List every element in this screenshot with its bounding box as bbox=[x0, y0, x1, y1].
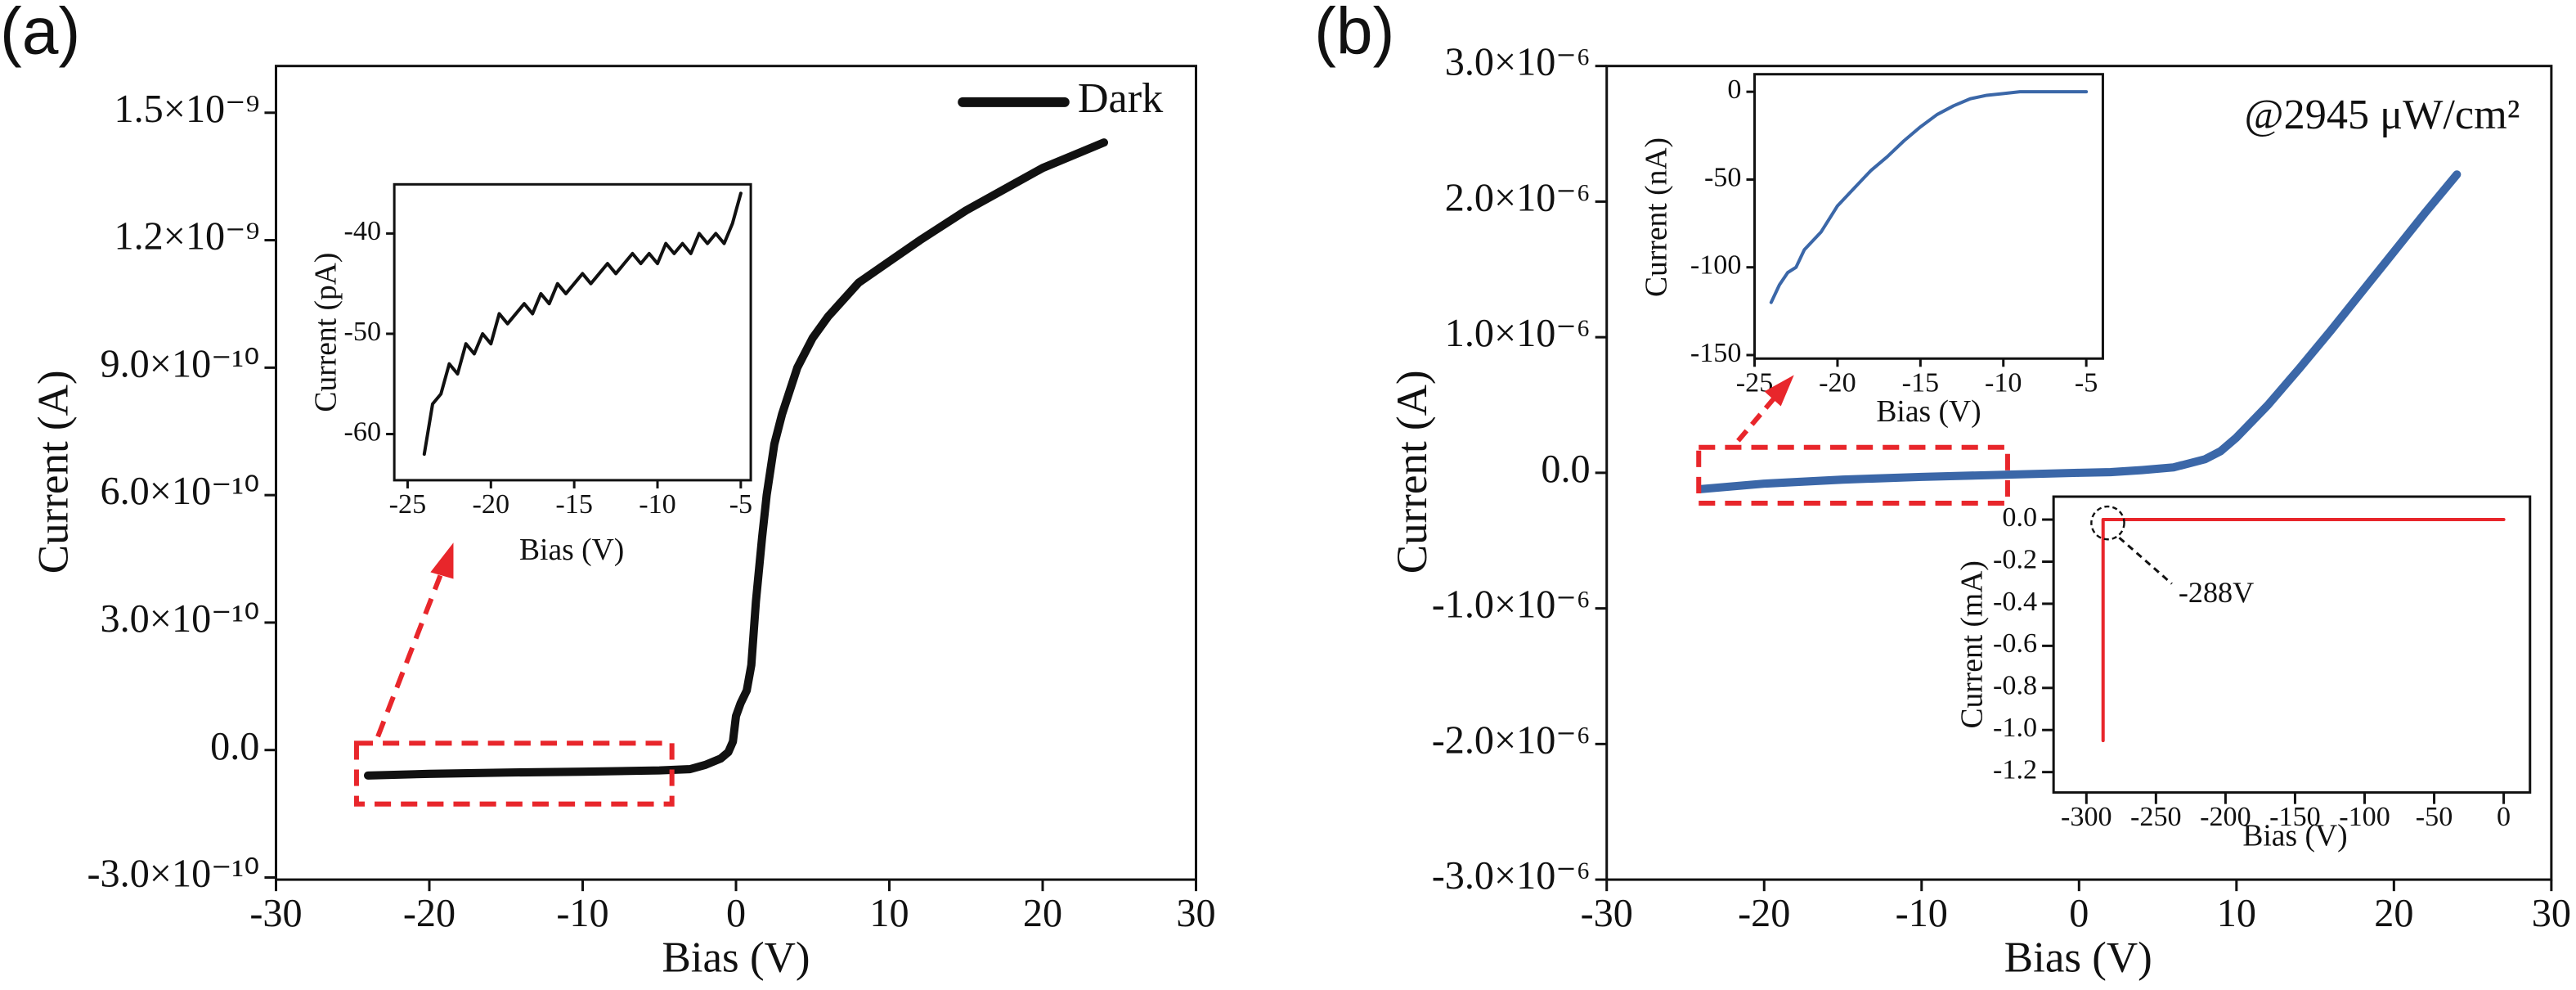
y-tick-label: 6.0×10⁻¹⁰ bbox=[101, 470, 260, 513]
y-tick-label: -60 bbox=[344, 416, 382, 447]
x-tick-label: -15 bbox=[1902, 368, 1940, 398]
x-tick-label: -50 bbox=[2416, 802, 2453, 832]
y-tick-label: -150 bbox=[1690, 338, 1742, 368]
x-tick-label: -20 bbox=[473, 489, 510, 520]
x-tick-label: -20 bbox=[403, 892, 456, 935]
y-tick-label: -1.0 bbox=[1993, 713, 2037, 743]
x-tick-label: -20 bbox=[1738, 892, 1790, 935]
y-axis-label: Current (A) bbox=[29, 370, 77, 574]
x-tick-label: 20 bbox=[1023, 892, 1062, 935]
x-tick-label: 30 bbox=[1176, 892, 1215, 935]
data-line bbox=[2101, 518, 2506, 743]
x-tick-label: 30 bbox=[2532, 892, 2571, 935]
callout-circle bbox=[2090, 505, 2125, 541]
y-axis-label: Current (A) bbox=[1389, 370, 1436, 574]
y-tick-label: -0.4 bbox=[1993, 587, 2037, 617]
y-tick-label: 1.2×10⁻⁹ bbox=[114, 215, 260, 259]
y-tick-label: -1.2 bbox=[1993, 755, 2037, 785]
y-tick-label: 2.0×10⁻⁶ bbox=[1445, 176, 1591, 219]
plot-area bbox=[2052, 495, 2532, 794]
plot-area bbox=[1753, 73, 2104, 360]
x-tick-label: 0 bbox=[726, 892, 746, 935]
y-axis-label: Current (nA) bbox=[1640, 137, 1674, 297]
arrow-head bbox=[430, 542, 454, 579]
x-tick-label: -10 bbox=[1896, 892, 1948, 935]
arrow-head bbox=[1764, 375, 1794, 407]
x-axis-label: Bias (V) bbox=[662, 934, 810, 982]
y-tick-label: 0.0 bbox=[1541, 448, 1590, 491]
x-tick-label: -10 bbox=[639, 489, 676, 520]
x-tick-label: -100 bbox=[2339, 802, 2390, 832]
y-tick-label: -0.2 bbox=[1993, 544, 2037, 574]
plot-area bbox=[393, 182, 752, 482]
x-tick-label: -30 bbox=[249, 892, 302, 935]
x-axis-label: Bias (V) bbox=[2004, 934, 2152, 982]
y-tick-label: -2.0×10⁻⁶ bbox=[1432, 718, 1591, 762]
y-tick-label: 3.0×10⁻¹⁰ bbox=[101, 597, 260, 641]
x-tick-label: -10 bbox=[556, 892, 608, 935]
legend-label: Dark bbox=[1078, 74, 1164, 122]
x-tick-label: -5 bbox=[729, 489, 752, 520]
y-axis-label: Current (mA) bbox=[1955, 560, 1989, 728]
y-tick-label: 0 bbox=[1727, 74, 1741, 105]
y-tick-label: 1.0×10⁻⁶ bbox=[1445, 312, 1591, 355]
y-tick-label: 0.0 bbox=[2002, 502, 2037, 533]
annotation: @2945 μW/cm² bbox=[2245, 91, 2520, 138]
y-tick-label: -50 bbox=[1704, 162, 1742, 192]
callout-arrow bbox=[2118, 537, 2173, 585]
x-tick-label: 0 bbox=[2497, 802, 2511, 832]
x-tick-label: 0 bbox=[2069, 892, 2089, 935]
x-tick-label: -10 bbox=[1985, 368, 2022, 398]
panel-label: (b) bbox=[1314, 0, 1394, 69]
y-axis-label: Current (pA) bbox=[309, 253, 343, 412]
y-tick-label: 1.5×10⁻⁹ bbox=[114, 88, 260, 131]
y-tick-label: -0.6 bbox=[1993, 628, 2037, 659]
data-line bbox=[1769, 90, 2089, 304]
x-tick-label: 10 bbox=[2217, 892, 2256, 935]
y-tick-label: 3.0×10⁻⁶ bbox=[1445, 41, 1591, 84]
data-line bbox=[363, 138, 1109, 780]
y-tick-label: -0.8 bbox=[1993, 671, 2037, 701]
x-tick-label: -150 bbox=[2269, 802, 2321, 832]
x-tick-label: 10 bbox=[869, 892, 909, 935]
x-tick-label: -250 bbox=[2130, 802, 2182, 832]
x-tick-label: -300 bbox=[2061, 802, 2112, 832]
x-tick-label: -5 bbox=[2075, 368, 2098, 398]
zoom-box bbox=[353, 740, 675, 807]
annotation: -288V bbox=[2179, 576, 2254, 609]
y-tick-label: 0.0 bbox=[210, 725, 259, 768]
x-tick-label: -25 bbox=[389, 489, 427, 520]
zoom-arrow bbox=[1736, 396, 1776, 443]
y-tick-label: -40 bbox=[344, 216, 382, 246]
callouts bbox=[353, 375, 2010, 807]
y-tick-label: -100 bbox=[1690, 250, 1742, 281]
y-tick-label: -3.0×10⁻¹⁰ bbox=[87, 853, 259, 896]
panel-label: (a) bbox=[0, 0, 80, 69]
x-axis-label: Bias (V) bbox=[2242, 819, 2347, 853]
x-axis-label: Bias (V) bbox=[1876, 395, 1981, 429]
x-tick-label: 20 bbox=[2374, 892, 2413, 935]
x-tick-label: -30 bbox=[1581, 892, 1633, 935]
x-tick-label: -20 bbox=[1819, 368, 1856, 398]
y-tick-label: -50 bbox=[344, 317, 382, 347]
data-line bbox=[1697, 170, 2462, 493]
y-tick-label: -3.0×10⁻⁶ bbox=[1432, 854, 1591, 898]
y-tick-label: 9.0×10⁻¹⁰ bbox=[101, 342, 260, 385]
x-axis-label: Bias (V) bbox=[519, 533, 624, 567]
zoom-arrow bbox=[375, 574, 443, 738]
x-tick-label: -200 bbox=[2200, 802, 2251, 832]
data-line bbox=[422, 191, 743, 457]
y-tick-label: -1.0×10⁻⁶ bbox=[1432, 583, 1591, 627]
x-tick-label: -15 bbox=[555, 489, 593, 520]
